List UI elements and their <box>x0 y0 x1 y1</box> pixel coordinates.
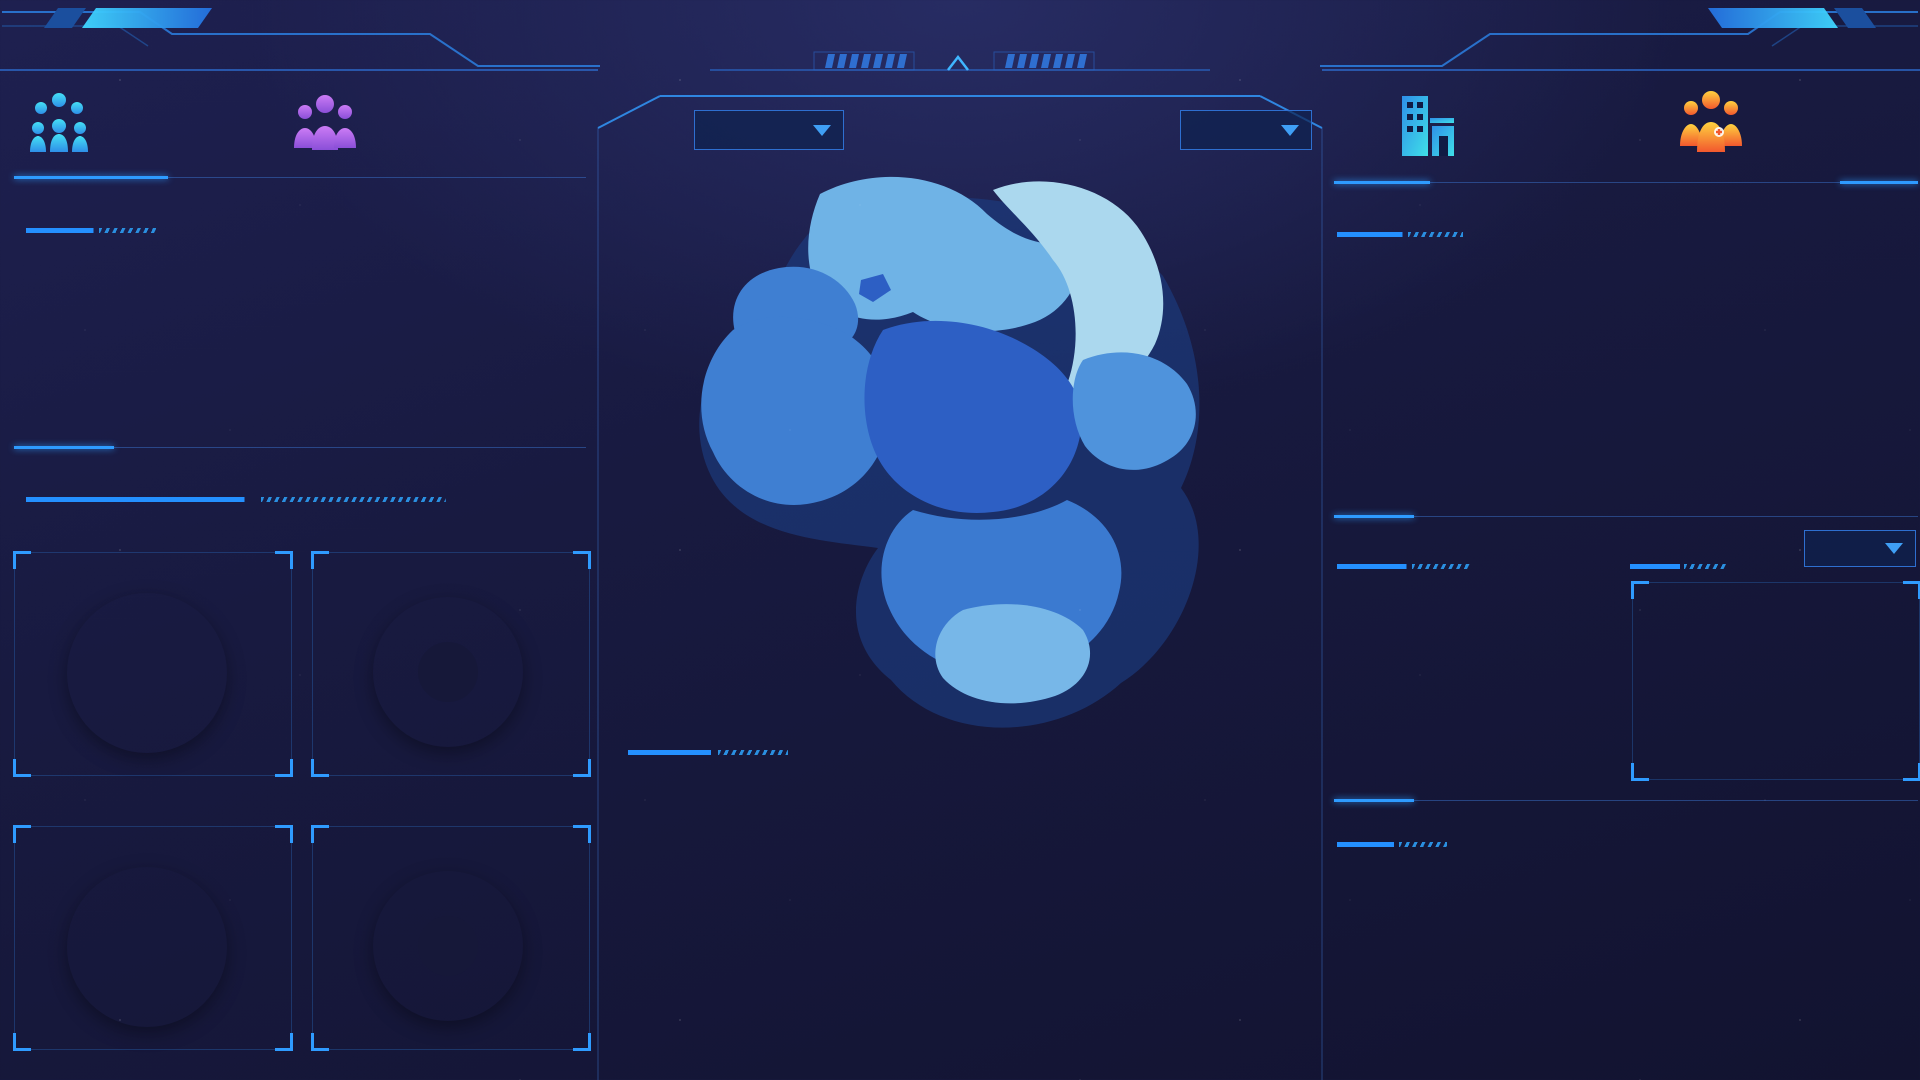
region-dropdown[interactable] <box>694 110 844 150</box>
chevron-down-icon <box>1281 124 1299 136</box>
divider-accent <box>1334 181 1430 184</box>
corner-bracket <box>13 825 31 843</box>
distribution-rose-chart <box>1385 238 1885 490</box>
product-dropdown[interactable] <box>1804 530 1916 567</box>
donut-chart <box>373 597 523 747</box>
price-trend-chart <box>1633 583 1917 777</box>
pie-chart <box>67 867 227 1027</box>
title-underline <box>26 228 156 233</box>
title-underline <box>26 497 446 502</box>
donut-chart <box>373 871 523 1021</box>
corner-bracket <box>275 759 293 777</box>
distribution-dropdown[interactable] <box>1180 110 1312 150</box>
corner-bracket <box>275 825 293 843</box>
donut-hole <box>418 642 478 702</box>
expert-service-chart <box>612 756 1342 1080</box>
corner-bracket <box>311 825 329 843</box>
title-underline <box>1337 564 1471 569</box>
divider-accent <box>14 176 168 179</box>
divider-accent <box>1334 515 1414 518</box>
corner-bracket <box>275 551 293 569</box>
livestock-chart <box>1418 890 1918 1078</box>
donut-hole <box>418 916 478 976</box>
corner-bracket <box>311 551 329 569</box>
divider-accent <box>1334 799 1414 802</box>
city-map <box>699 176 1200 728</box>
corner-bracket <box>275 1033 293 1051</box>
supervision-products-chart <box>13 825 293 1051</box>
corner-bracket <box>573 551 591 569</box>
inspected-products-chart <box>311 825 591 1051</box>
corner-bracket <box>573 1033 591 1051</box>
corner-bracket <box>1903 581 1920 599</box>
title-underline <box>1337 842 1447 847</box>
title-underline <box>628 750 788 755</box>
divider <box>14 177 586 178</box>
corner-bracket <box>573 759 591 777</box>
corner-bracket <box>311 759 329 777</box>
corner-bracket <box>13 1033 31 1051</box>
corner-bracket <box>1631 763 1649 781</box>
corner-bracket <box>1903 763 1920 781</box>
corner-bracket <box>1631 581 1649 599</box>
corner-bracket <box>13 551 31 569</box>
chevron-down-icon <box>813 124 831 136</box>
inspected-units-chart <box>311 551 591 777</box>
corner-bracket <box>573 825 591 843</box>
chevron-down-icon <box>1885 543 1903 554</box>
experts-icon <box>1680 91 1742 152</box>
supervision-target-chart <box>13 551 293 777</box>
title-underline <box>1337 232 1463 237</box>
trend-chart-box <box>1631 581 1920 781</box>
total-users-icon <box>30 93 88 152</box>
divider <box>1334 182 1918 183</box>
header-left-decoration <box>2 8 600 67</box>
divider-accent <box>14 446 114 449</box>
header-right-decoration <box>1320 8 1918 67</box>
divider <box>14 447 586 448</box>
building-icon <box>1402 96 1454 156</box>
divider <box>1334 516 1918 517</box>
title-underline <box>1630 564 1726 569</box>
divider-accent <box>1840 181 1918 184</box>
title-underline-decoration <box>710 51 1210 71</box>
corner-bracket <box>13 759 31 777</box>
pie-chart <box>67 593 227 753</box>
online-users-icon <box>294 95 356 150</box>
corner-bracket <box>311 1033 329 1051</box>
divider <box>1334 800 1918 801</box>
